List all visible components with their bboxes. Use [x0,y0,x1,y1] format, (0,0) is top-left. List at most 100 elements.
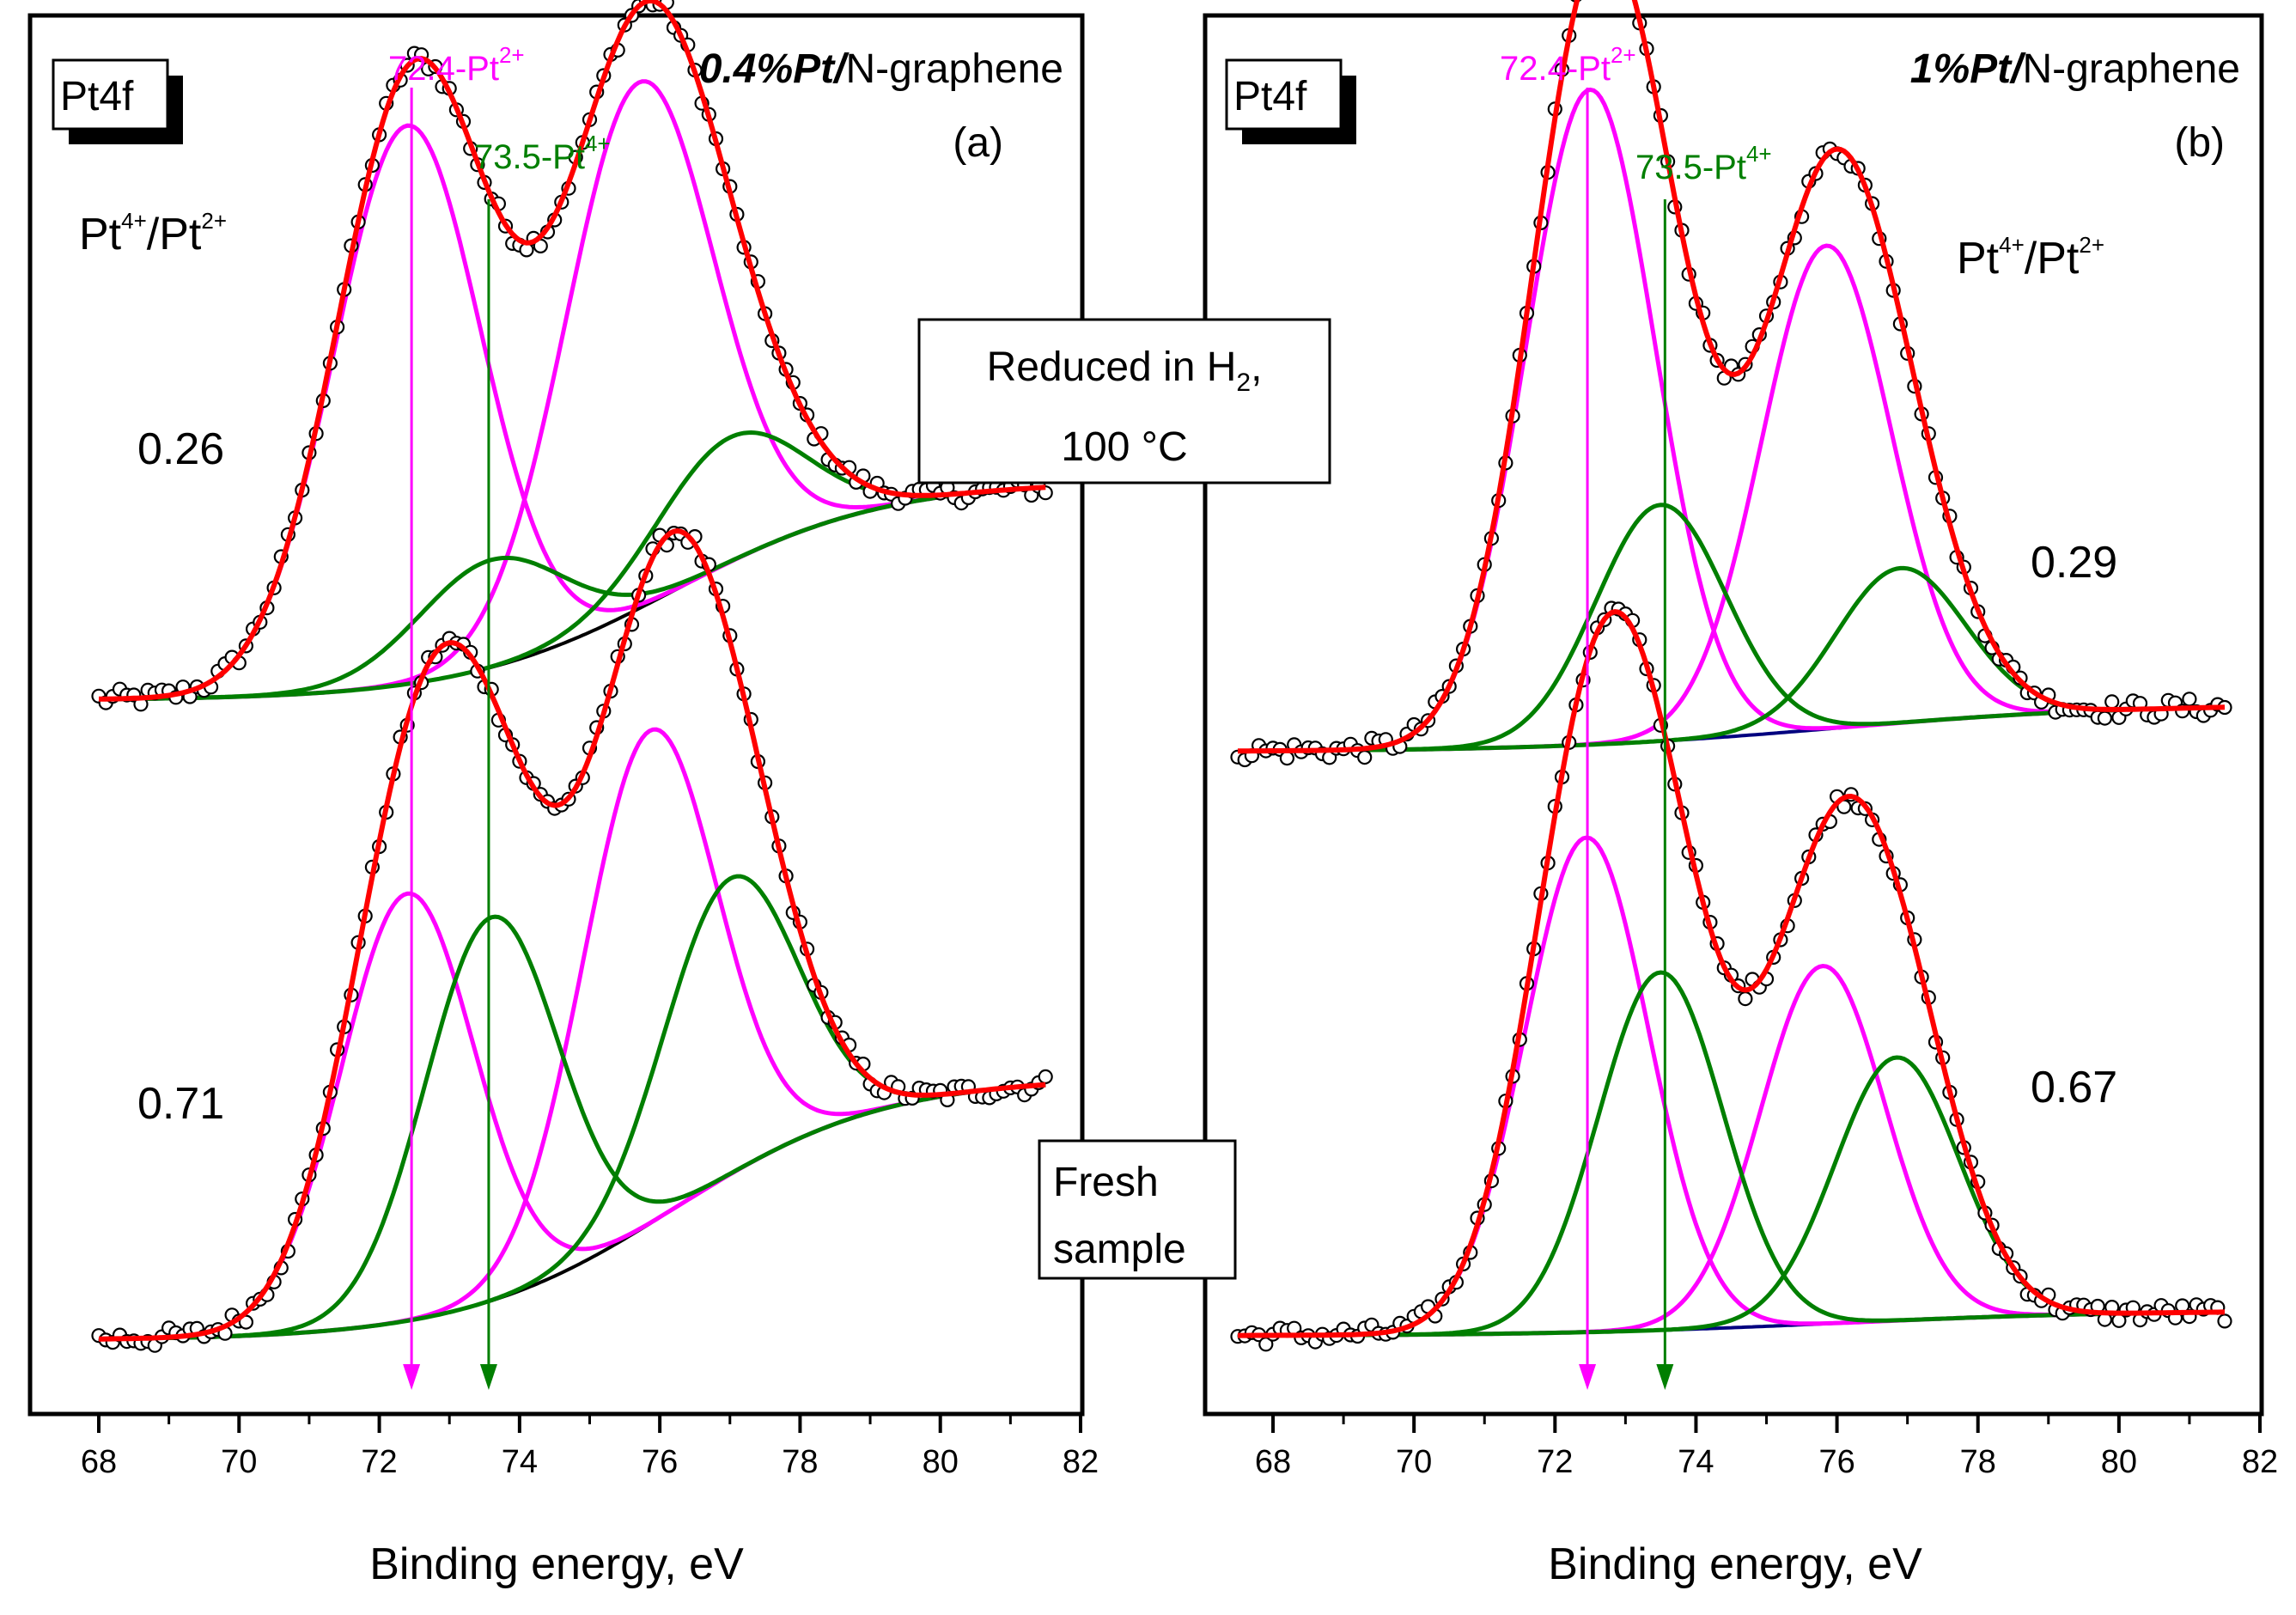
panel-b-tick-label: 68 [1255,1444,1291,1480]
panel-a-ratio-reduced: 0.26 [137,424,224,474]
panel-a-x-axis: 68 70 72 74 76 78 80 82 [81,1414,1099,1480]
data-point [1038,1069,1053,1085]
panel-b-marker-pt4-arrowhead [1656,1364,1674,1390]
panel-a-tick-label: 82 [1063,1444,1099,1480]
panel-a-spectrum-0-component-0 [99,123,1046,702]
panel-b-ratio-label-sup2: 2+ [2079,232,2104,258]
panel-b-spectrum-1-component-2 [1238,970,2225,1338]
panel-b-sample-name: 1%Pt/N-graphene [1910,46,2240,92]
panel-b-ratio-fresh: 0.67 [2031,1063,2117,1112]
fresh-condition-line1: Fresh [1053,1160,1159,1205]
panel-b-marker-pt2-sup: 2+ [1611,42,1636,68]
data-point [1279,750,1295,766]
panel-a-spectrum-0-envelope [99,0,1046,702]
panel-a-marker-pt4-label: 73.5-Pt4+ [474,131,611,176]
panel-a-tick-label: 78 [782,1444,818,1480]
panel-b-tick-label: 80 [2101,1444,2137,1480]
panel-b-ratio-label: Pt4+/Pt2+ [1957,232,2104,283]
panel-a-sample-suffix: N-graphene [846,46,1064,92]
panel-b-marker-pt2-label: 72.4-Pt2+ [1500,42,1636,88]
panel-b-marker-pt4-sup: 4+ [1746,141,1772,167]
panel-b-letter: (b) [2174,120,2225,166]
panel-b-ratio-reduced: 0.29 [2031,538,2117,588]
panel-b-spectrum-0-component-0 [1238,87,2226,753]
panel-a-spectrum-1-component-0 [99,891,1046,1342]
panel-a-ratio-label-sup2: 2+ [201,208,227,234]
panel-a-spectrum-1-background [99,1082,1046,1341]
panel-b-marker-pt2-text: 72.4-Pt [1500,50,1611,88]
panel-a-spectrum-1-component-2 [99,914,1046,1342]
panel-a-ratio-label: Pt4+/Pt2+ [79,208,227,259]
panel-a-ratio-label-pt: Pt [79,210,122,259]
panel-a-frame [27,13,1085,1417]
panel-b-x-axis: 68 70 72 74 76 78 80 82 [1255,1414,2278,1480]
panel-a-tick-label: 76 [642,1444,678,1480]
data-point [2097,710,2112,726]
panel-a-marker-pt2-sup: 2+ [499,42,525,68]
panel-a-ratio-label-pt2: /Pt [147,210,202,259]
panel-b-marker-pt2-arrowhead [1579,1364,1597,1390]
panel-a-spectrum-1-data-points [91,525,1053,1353]
panel-a-marker-pt4-arrowhead [479,1364,497,1390]
panel-b-xlabel: Binding energy, eV [1548,1539,1922,1589]
panel-a-ratio-label-sup1: 4+ [121,208,147,234]
reduced-condition-tail: , [1251,344,1262,390]
panel-a-sample-prefix: 0.4%Pt/ [699,46,850,92]
data-point [2217,1313,2232,1329]
panel-a-element-label: Pt4f [60,74,134,119]
data-point [1357,749,1373,765]
panel-a-marker-pt4-text: 73.5-Pt [474,138,585,176]
panel-a-spectrum-0-data-points [91,0,1053,712]
panel-b-curves [1230,0,2232,1390]
fresh-condition-box: Fresh sample [1038,1139,1237,1280]
panel-b-element-label: Pt4f [1233,74,1307,119]
panel-a-ratio-fresh: 0.71 [137,1079,224,1129]
panel-b: 68 70 72 74 76 78 80 82 Pt4f 1%Pt/N-graphene (b… [1203,0,2278,1589]
panel-b-tick-label: 72 [1537,1444,1573,1480]
panel-b-spectrum-1-component-1 [1238,963,2225,1338]
panel-b-tick-label: 82 [2242,1444,2278,1480]
panel-a-tick-label: 68 [81,1444,117,1480]
panel-b-marker-pt4-text: 73.5-Pt [1635,149,1746,186]
fresh-condition-line2: sample [1053,1227,1186,1272]
panel-a-letter: (a) [953,120,1003,166]
data-point [1738,990,1753,1007]
panel-a-element-label-box [52,58,169,131]
panel-a-sample-name: 0.4%Pt/N-graphene [699,46,1063,92]
panel-b-tick-label: 78 [1960,1444,1996,1480]
reduced-condition-line2: 100 °C [1061,424,1187,470]
panel-b-sample-suffix: N-graphene [2023,46,2241,92]
panel-b-ratio-label-pt2: /Pt [2025,234,2080,283]
panel-b-ratio-label-sup1: 4+ [1999,232,2025,258]
panel-a-marker-pt2-label: 72.4-Pt2+ [388,42,525,88]
reduced-condition-line1: Reduced in H2, [987,344,1263,397]
panel-a-tick-label: 74 [502,1444,538,1480]
panel-a: 68 70 72 74 76 78 80 82 Pt4f 0.4%Pt/N-graphene … [27,0,1099,1589]
panel-b-element-label-box [1225,58,1343,131]
panel-b-ratio-label-pt: Pt [1957,234,2000,283]
panel-a-marker-pt2-arrowhead [403,1364,421,1390]
panel-a-xlabel: Binding energy, eV [369,1539,744,1589]
panel-a-tick-label: 70 [221,1444,257,1480]
panel-a-marker-pt2-text: 72.4-Pt [388,50,499,88]
panel-b-tick-label: 76 [1818,1444,1854,1480]
panel-b-spectrum-0-envelope [1238,0,2226,754]
panel-a-spectrum-1-envelope [99,527,1046,1342]
panel-a-marker-pt4-sup: 4+ [585,131,611,156]
panel-b-marker-pt4-label: 73.5-Pt4+ [1635,141,1772,186]
panel-b-tick-label: 70 [1396,1444,1432,1480]
panel-b-spectrum-1-envelope [1238,609,2225,1338]
panel-a-tick-label: 72 [361,1444,397,1480]
data-point [2104,694,2120,710]
panel-b-frame [1203,13,2264,1417]
panel-b-spectrum-0-data-points [1230,0,2232,768]
data-point [2182,692,2197,707]
panel-a-curves [91,0,1053,1390]
reduced-condition-sub: 2 [1236,369,1251,397]
reduced-condition-box: Reduced in H2, 100 °C [917,318,1331,484]
panel-a-tick-label: 80 [923,1444,959,1480]
reduced-condition-text: Reduced in H [987,344,1237,390]
panel-b-sample-prefix: 1%Pt/ [1910,46,2026,92]
panel-b-spectrum-0-component-3 [1238,565,2226,753]
